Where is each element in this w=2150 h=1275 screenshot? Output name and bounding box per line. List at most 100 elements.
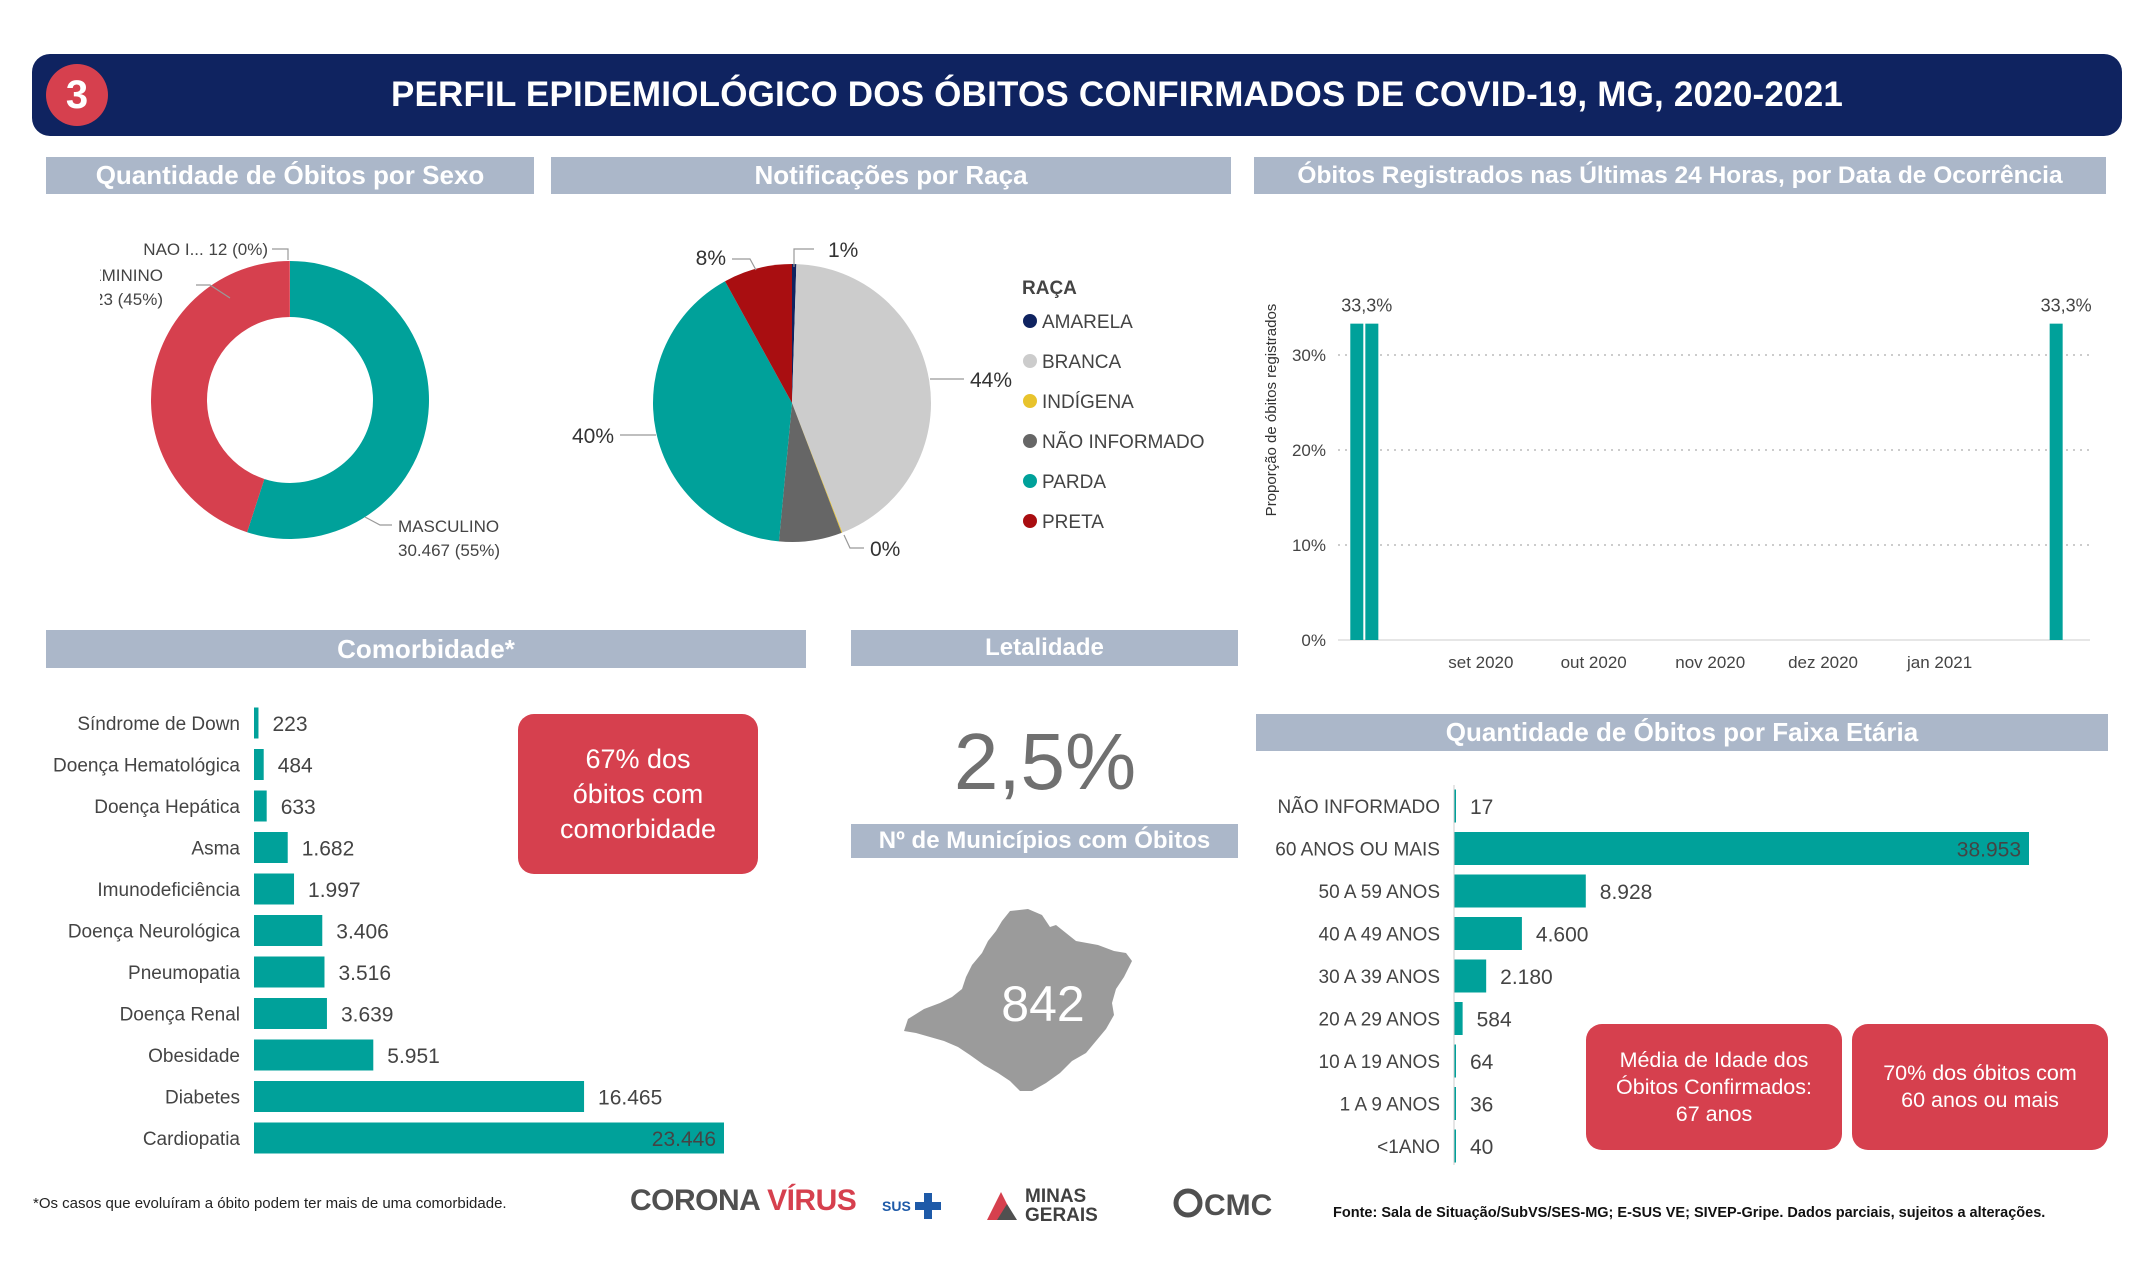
x-tick-label: set 2020 — [1448, 653, 1513, 672]
category-label: Obesidade — [148, 1046, 240, 1067]
bar-value-label: 2.180 — [1500, 966, 1553, 989]
slice-value-feminino: 24.923 (45%) — [100, 290, 163, 309]
category-label: Diabetes — [165, 1088, 240, 1109]
category-label: NÃO INFORMADO — [1277, 796, 1440, 818]
legend-entry: PRETA — [1042, 512, 1104, 533]
bar-value-label: 4.600 — [1536, 924, 1589, 947]
category-label: 30 A 39 ANOS — [1319, 967, 1440, 988]
comorbidade-bar-chart: Síndrome de Down 223 Doença Hematológica 48… — [53, 707, 724, 1154]
logo-text-corona: CORONA — [630, 1184, 760, 1217]
cmc-logo: CMC — [1173, 1188, 1272, 1222]
pie-label-branca: 44% — [970, 369, 1012, 392]
bar — [1454, 959, 1487, 993]
legend-entry: PARDA — [1042, 472, 1106, 493]
minas-gerais-map: 842 — [904, 909, 1132, 1091]
bar — [1365, 323, 1379, 640]
pie-label-preta: 8% — [696, 247, 726, 270]
category-label: 1 A 9 ANOS — [1340, 1095, 1440, 1116]
pie-slice-parda — [653, 281, 792, 542]
pie-slice-branca — [792, 264, 931, 533]
state-shape — [904, 909, 1132, 1091]
logo-text-gerais: GERAIS — [1025, 1205, 1098, 1224]
cmc-ring-icon — [1173, 1188, 1203, 1218]
y-tick-label: 20% — [1292, 441, 1326, 460]
letalidade-value: 2,5% — [953, 717, 1137, 806]
category-label: Pneumopatia — [128, 963, 240, 984]
bar-value-label: 584 — [1477, 1009, 1512, 1032]
pie-slice-preta — [725, 264, 792, 403]
bar — [1350, 323, 1364, 640]
section-title-municipios: Nº de Municípios com Óbitos — [851, 824, 1238, 858]
bar — [254, 790, 267, 822]
corona-virus-logo: CORONA VÍRUS — [630, 1184, 857, 1218]
data-source: Fonte: Sala de Situação/SubVS/SES-MG; E-… — [1333, 1205, 2046, 1221]
category-label: 50 A 59 ANOS — [1319, 882, 1440, 903]
category-label: Síndrome de Down — [77, 714, 240, 735]
x-axis-ticks: set 2020 out 2020 nov 2020 dez 2020 jan 2021 — [1448, 653, 1972, 672]
bars: 33,3% 33,3% — [1341, 296, 2092, 640]
bar — [254, 998, 327, 1029]
legend-marker — [1023, 434, 1037, 448]
pie-slice-indigena — [792, 403, 843, 533]
slice-label-nao-informado: NAO I... 12 (0%) — [143, 240, 268, 259]
section-title-raca: Notificações por Raça — [551, 157, 1231, 194]
y-tick-label: 10% — [1292, 536, 1326, 555]
leader-line-amarela — [793, 248, 814, 267]
pie-label-parda: 40% — [572, 425, 614, 448]
legend-marker — [1023, 394, 1037, 408]
bar-value-label: 36 — [1470, 1094, 1493, 1117]
legend-marker — [1023, 474, 1037, 488]
leader-line-nao-informado — [272, 248, 289, 260]
slice-value-masculino: 30.467 (55%) — [398, 541, 500, 560]
x-tick-label: out 2020 — [1561, 653, 1627, 672]
bar — [254, 749, 264, 780]
sus-logo: SUS — [882, 1193, 941, 1219]
slice-label-masculino: MASCULINO — [398, 517, 499, 536]
section-number-badge: 3 — [46, 64, 108, 126]
bar — [254, 832, 288, 863]
category-label: Doença Hematológica — [53, 756, 240, 777]
logo-text-minas: MINAS — [1025, 1186, 1086, 1207]
leader-line-preta — [732, 258, 757, 271]
category-label: 60 ANOS OU MAIS — [1275, 840, 1440, 861]
category-label: Doença Renal — [120, 1005, 240, 1026]
leader-line-masculino — [364, 516, 392, 526]
category-label: Asma — [191, 839, 240, 860]
bar — [254, 1081, 585, 1112]
category-label: 40 A 49 ANOS — [1319, 925, 1440, 946]
logo-text-cmc: CMC — [1204, 1189, 1272, 1222]
x-tick-label: nov 2020 — [1675, 653, 1745, 672]
legend-entry: BRANCA — [1042, 352, 1122, 373]
category-label: Cardiopatia — [143, 1129, 241, 1150]
bar-value-label: 223 — [272, 713, 307, 736]
bar-value-label: 17 — [1470, 796, 1493, 819]
y-tick-label: 30% — [1292, 346, 1326, 365]
header-banner: 3 PERFIL EPIDEMIOLÓGICO DOS ÓBITOS CONFI… — [32, 54, 2122, 136]
bar-value-label: 38.953 — [1957, 839, 2021, 862]
bar — [1454, 1044, 1456, 1078]
bar-value-label: 40 — [1470, 1136, 1493, 1159]
section-title-letalidade: Letalidade — [851, 630, 1238, 666]
x-tick-label: dez 2020 — [1788, 653, 1858, 672]
donut-slice-feminino — [150, 261, 290, 533]
bar — [2049, 323, 2063, 640]
pie-slice-nao-informado — [778, 403, 842, 542]
legend-marker — [1023, 354, 1037, 368]
bar — [1454, 832, 2029, 865]
bar — [254, 956, 325, 988]
bar-value-label: 8.928 — [1600, 881, 1653, 904]
legend-entry: NÃO INFORMADO — [1042, 431, 1205, 453]
callout-media-idade: Média de Idade dos Óbitos Confirmados: 6… — [1586, 1024, 1842, 1150]
gridlines — [1338, 354, 2090, 641]
bar — [1454, 1087, 1456, 1120]
bar — [254, 873, 295, 905]
legend-entry: INDÍGENA — [1042, 392, 1134, 413]
bar-value-label: 3.516 — [338, 962, 391, 985]
bar — [1454, 1002, 1463, 1035]
bar — [254, 707, 259, 739]
logo-text-virus: VÍRUS — [767, 1184, 857, 1217]
pie-label-indigena: 0% — [870, 538, 900, 561]
category-label: Imunodeficiência — [97, 880, 240, 901]
bar-value-label: 16.465 — [598, 1087, 662, 1110]
sexo-donut-chart: NAO I... 12 (0%) FEMININO 24.923 (45%) M… — [100, 240, 500, 560]
